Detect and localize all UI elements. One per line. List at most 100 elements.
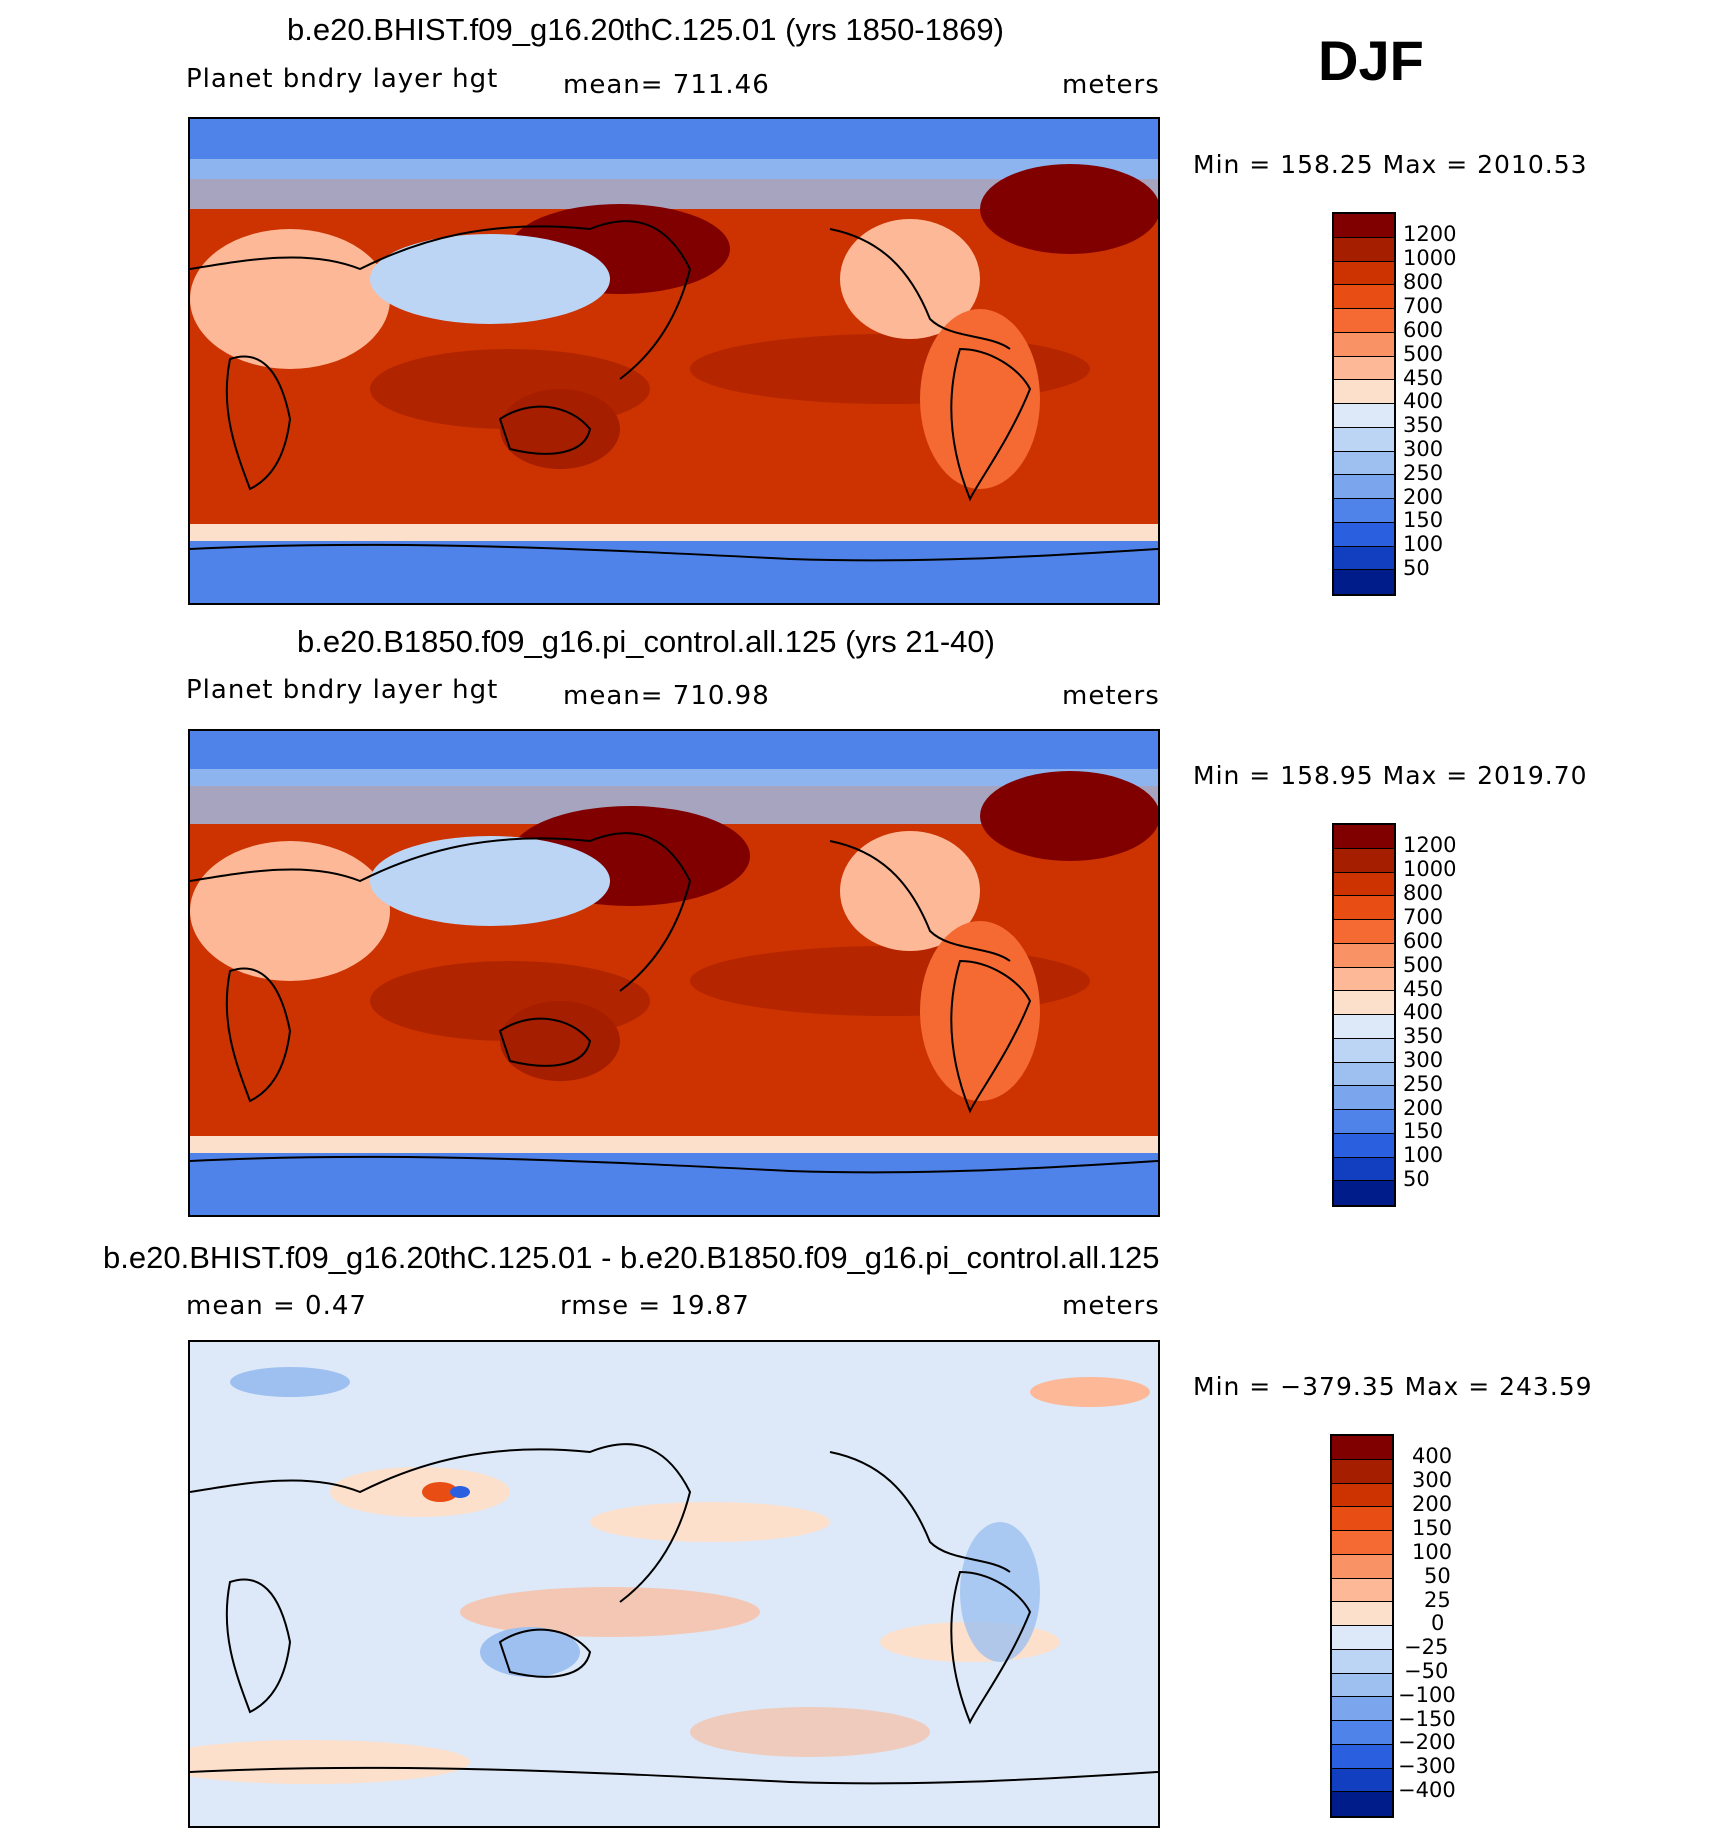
panel1-colorbar-labels: 1200 1000 800 700 600 500 450 400 350 30…	[1403, 212, 1503, 592]
panel2-colorbar-segment	[1334, 872, 1394, 897]
panel1-colorbar-segment	[1334, 237, 1394, 262]
panel2-colorbar-label: 50	[1403, 1167, 1430, 1191]
panel2-colorbar-label: 100	[1403, 1143, 1444, 1167]
panel3-colorbar-label: −300	[1398, 1754, 1456, 1778]
panel3-colorbar-label: −150	[1398, 1707, 1456, 1731]
panel1-minmax: Min = 158.25 Max = 2010.53	[1193, 150, 1588, 179]
panel1-colorbar-label: 500	[1403, 342, 1444, 366]
panel1-colorbar-label: 600	[1403, 318, 1444, 342]
panel3-colorbar-label: 100	[1412, 1540, 1453, 1564]
season-label: DJF	[1318, 29, 1424, 92]
panel1-colorbar-segment	[1334, 309, 1394, 333]
panel1-units: meters	[1062, 70, 1160, 100]
panel1-colorbar	[1332, 212, 1396, 596]
panel2-colorbar-segment	[1334, 1062, 1394, 1087]
panel3-mean: mean = 0.47	[186, 1291, 367, 1321]
panel2-colorbar-label: 300	[1403, 1048, 1444, 1072]
panel3-map-field	[190, 1342, 1158, 1826]
panel1-colorbar-segment	[1334, 356, 1394, 381]
panel1-colorbar-segment	[1334, 285, 1394, 309]
panel2-colorbar-segment	[1334, 1038, 1394, 1063]
panel1-colorbar-label: 700	[1403, 294, 1444, 318]
panel1-colorbar-segment	[1334, 380, 1394, 404]
panel1-colorbar-label: 200	[1403, 485, 1444, 509]
panel2-colorbar-segment	[1334, 1181, 1394, 1205]
panel1-colorbar-label: 250	[1403, 461, 1444, 485]
panel3-colorbar-segment	[1332, 1626, 1392, 1650]
panel2-colorbar-segment	[1334, 825, 1394, 849]
panel3-colorbar-label: 150	[1412, 1516, 1453, 1540]
panel2-colorbar-segment	[1334, 1157, 1394, 1182]
panel2-mean: mean= 710.98	[563, 681, 770, 711]
panel3-colorbar-segment	[1332, 1483, 1392, 1508]
panel3-colorbar-segment	[1332, 1436, 1392, 1460]
panel2-colorbar-label: 700	[1403, 905, 1444, 929]
panel3-rmse: rmse = 19.87	[560, 1291, 750, 1321]
panel3-colorbar-segment	[1332, 1721, 1392, 1745]
panel2-map-field	[190, 731, 1158, 1215]
panel1-colorbar-label: 100	[1403, 532, 1444, 556]
panel3-colorbar-segment	[1332, 1531, 1392, 1555]
panel1-colorbar-label: 150	[1403, 508, 1444, 532]
panel3-colorbar-label: 25	[1424, 1588, 1451, 1612]
panel1-colorbar-label: 400	[1403, 389, 1444, 413]
panel2-colorbar-segment	[1334, 848, 1394, 873]
panel1-colorbar-segment	[1334, 499, 1394, 523]
panel2-colorbar-label: 600	[1403, 929, 1444, 953]
panel2-colorbar-segment	[1334, 920, 1394, 944]
panel3-colorbar-label: 400	[1412, 1444, 1453, 1468]
panel1-colorbar-segment	[1334, 475, 1394, 499]
panel2-colorbar-label: 400	[1403, 1000, 1444, 1024]
panel2-colorbar-label: 1200	[1403, 833, 1457, 857]
panel1-colorbar-label: 350	[1403, 413, 1444, 437]
panel2-colorbar-label: 150	[1403, 1119, 1444, 1143]
panel2-variable: Planet bndry layer hgt	[186, 675, 499, 705]
panel3-colorbar-label: −200	[1398, 1730, 1456, 1754]
panel1-mean: mean= 711.46	[563, 70, 770, 100]
panel3-colorbar-labels: 400 300 200 150 100 50 25 0 −25 −50 −100…	[1398, 1434, 1508, 1814]
panel1-colorbar-label: 50	[1403, 556, 1430, 580]
panel3-colorbar-segment	[1332, 1602, 1392, 1626]
panel1-colorbar-label: 450	[1403, 366, 1444, 390]
panel2-colorbar-segment	[1334, 943, 1394, 968]
panel2-colorbar-segment	[1334, 991, 1394, 1015]
panel3-colorbar-label: −50	[1404, 1659, 1449, 1683]
panel1-colorbar-segment	[1334, 570, 1394, 594]
panel3-colorbar-segment	[1332, 1792, 1392, 1816]
panel2-colorbar	[1332, 823, 1396, 1207]
panel3-colorbar-segment	[1332, 1697, 1392, 1721]
panel3-colorbar-label: −400	[1398, 1778, 1456, 1802]
panel1-colorbar-label: 1200	[1403, 222, 1457, 246]
panel3-colorbar-segment	[1332, 1649, 1392, 1674]
panel3-colorbar-segment	[1332, 1578, 1392, 1603]
panel2-title: b.e20.B1850.f09_g16.pi_control.all.125 (…	[297, 624, 995, 659]
panel2-map	[188, 729, 1160, 1217]
panel1-variable: Planet bndry layer hgt	[186, 64, 499, 94]
panel2-colorbar-label: 450	[1403, 977, 1444, 1001]
panel2-colorbar-segment	[1334, 1110, 1394, 1134]
panel1-colorbar-segment	[1334, 427, 1394, 452]
panel2-minmax: Min = 158.95 Max = 2019.70	[1193, 761, 1588, 790]
panel3-colorbar-label: 300	[1412, 1468, 1453, 1492]
panel3-colorbar	[1330, 1434, 1394, 1818]
panel2-colorbar-label: 1000	[1403, 857, 1457, 881]
panel3-colorbar-segment	[1332, 1507, 1392, 1531]
panel2-colorbar-label: 200	[1403, 1096, 1444, 1120]
panel2-colorbar-labels: 1200 1000 800 700 600 500 450 400 350 30…	[1403, 823, 1503, 1203]
panel3-minmax: Min = −379.35 Max = 243.59	[1193, 1372, 1593, 1401]
panel2-colorbar-label: 350	[1403, 1024, 1444, 1048]
panel3-units: meters	[1062, 1291, 1160, 1321]
panel2-colorbar-label: 500	[1403, 953, 1444, 977]
panel3-colorbar-segment	[1332, 1768, 1392, 1793]
panel3-colorbar-label: −100	[1398, 1683, 1456, 1707]
panel2-colorbar-segment	[1334, 896, 1394, 920]
panel1-colorbar-segment	[1334, 332, 1394, 357]
panel1-colorbar-segment	[1334, 261, 1394, 286]
panel1-colorbar-segment	[1334, 522, 1394, 547]
panel1-map-field	[190, 119, 1158, 603]
panel3-colorbar-label: 0	[1431, 1611, 1445, 1635]
panel1-colorbar-segment	[1334, 451, 1394, 476]
panel1-colorbar-label: 800	[1403, 270, 1444, 294]
panel3-colorbar-label: −25	[1404, 1635, 1449, 1659]
panel1-colorbar-segment	[1334, 214, 1394, 238]
